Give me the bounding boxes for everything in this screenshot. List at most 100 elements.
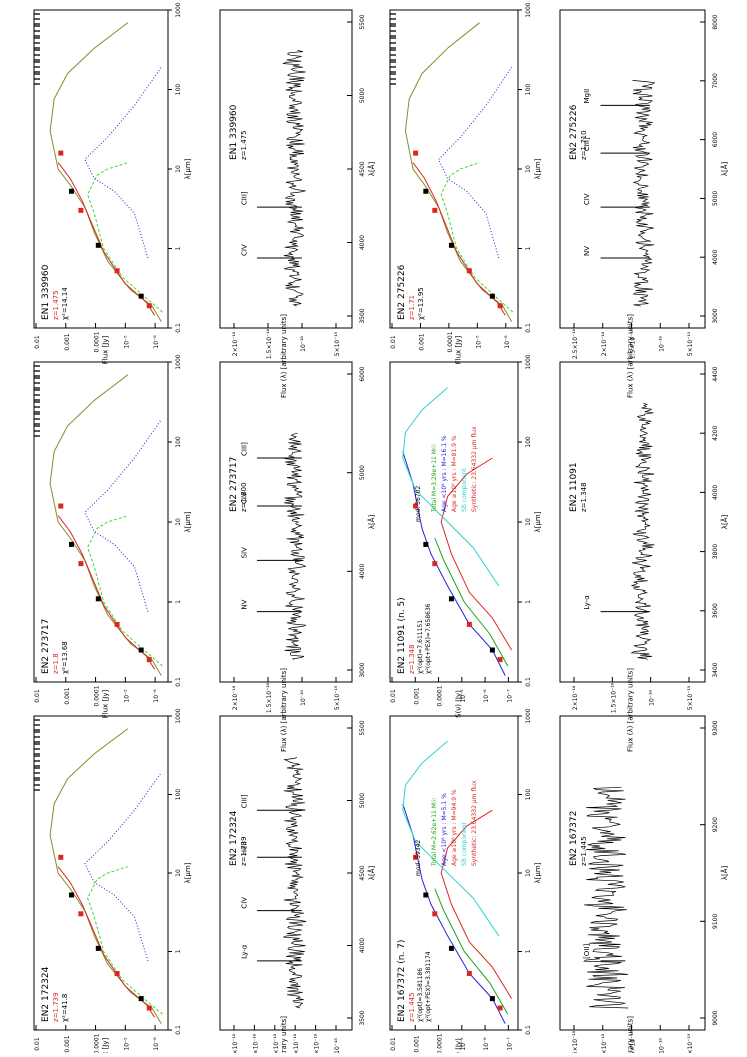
x-tick-label: 0.1 [175, 677, 182, 687]
y-tick-label: 0.0001 [94, 331, 101, 352]
redshift: z=1.445 [408, 992, 416, 1022]
data-point [69, 188, 75, 194]
data-point [489, 996, 495, 1002]
legend-entry: SB component [461, 468, 468, 512]
y-tick-label: 4×10⁻¹⁸ [273, 1033, 280, 1053]
torus-curve [84, 419, 162, 612]
line-label: HeII [240, 842, 248, 856]
stellar-curve [87, 515, 163, 667]
object-id: EN2 172324 [229, 810, 239, 866]
object-id: EN2 275226 [569, 104, 579, 160]
x-tick-label: 5000 [359, 465, 366, 480]
x-axis-label: λ[μm] [184, 862, 192, 883]
data-point [466, 268, 472, 274]
data-point [423, 188, 429, 194]
data-point [138, 293, 144, 299]
data-point [146, 1005, 152, 1011]
data-point [69, 892, 75, 898]
x-tick-label: 4000 [712, 249, 719, 264]
legend-entry: Synthetic: 23.64332 μm flux [471, 426, 478, 512]
spectrum-panel: 6×10⁻¹⁸ 5×10⁻¹⁸ 4×10⁻¹⁸ 3×10⁻¹⁸ 2×10⁻¹⁸ 10⁻¹⁸… [219, 715, 376, 1057]
total-curve [404, 22, 513, 322]
redshift: z=1.739 [240, 836, 248, 866]
y-tick-label: 0.001 [418, 333, 425, 350]
sb-curve [402, 740, 500, 937]
data-point [497, 657, 503, 663]
x-tick-label: 5000 [359, 88, 366, 103]
x-axis-label: λ[Å] [367, 515, 376, 530]
object-id: EN2 172324 [41, 966, 51, 1022]
x-tick-label: 1 [175, 949, 182, 953]
data-point [432, 207, 438, 213]
total-curve [434, 537, 509, 667]
sed-panel: 0.01 0.001 0.0001 10⁻⁵ 10⁻⁶ Flux [Jy] 0.1 1 10 10… [33, 354, 192, 719]
x-tick-label: 5000 [712, 191, 719, 206]
object-id: EN2 167372 [569, 811, 579, 866]
legend-entry: Age <10⁸ yrs : M=5.1 % [441, 793, 448, 866]
line-label: CIII] [583, 137, 591, 151]
x-tick-label: 3600 [712, 603, 719, 618]
x-tick-label: 6000 [359, 366, 366, 381]
y-axis-label: Flux [Jy] [102, 690, 110, 719]
data-point [423, 541, 429, 547]
x-tick-label: 10 [525, 165, 532, 173]
total-curve [49, 728, 162, 1024]
y-tick-label: 5×10⁻¹⁹ [687, 331, 694, 356]
x-tick-label: 4500 [359, 161, 366, 176]
data-point [78, 911, 84, 917]
data-point [95, 596, 101, 602]
data-point [95, 242, 101, 248]
y-tick-label: 10⁻¹⁸ [334, 1038, 341, 1053]
y-tick-label: 0.01 [390, 689, 397, 703]
y-tick-label: 5×10⁻¹⁹ [687, 685, 694, 710]
x-tick-label: 100 [525, 84, 532, 96]
y-tick-label: 2×10⁻¹⁸ [232, 331, 239, 356]
line-label: MgII [583, 89, 591, 104]
x-tick-label: 7000 [712, 73, 719, 88]
x-tick-label: 5500 [359, 14, 366, 29]
spectrum-trace [283, 432, 307, 661]
y-tick-label: 1.5×10⁻¹⁸ [630, 328, 637, 359]
y-tick-label: 0.01 [34, 689, 41, 703]
chi-square: χ²=13.68 [61, 641, 69, 674]
spectrum-trace [283, 756, 307, 1009]
spectrum-panel: 2×10⁻¹⁸ 1.5×10⁻¹⁸ 10⁻¹⁸ 5×10⁻¹⁹ Flux (λ) [ar… [559, 361, 729, 752]
old-curve [440, 809, 513, 999]
x-tick-label: 4200 [712, 425, 719, 440]
redshift: z=1.710 [580, 130, 588, 160]
x-tick-label: 1000 [175, 708, 182, 723]
x-tick-label: 4000 [712, 485, 719, 500]
line-label: CIV [583, 193, 591, 205]
y-axis-label: Flux [Jy] [102, 336, 110, 365]
y-tick-label: 10⁻⁶ [504, 335, 511, 349]
y-tick-label: 1.5×10⁻¹⁸ [266, 682, 273, 713]
x-tick-label: 100 [175, 84, 182, 96]
x-tick-label: 3000 [359, 662, 366, 677]
old-curve [440, 457, 513, 651]
data-point [95, 945, 101, 951]
y-tick-label: 0.01 [34, 1037, 41, 1051]
x-axis-label: λ[μm] [534, 158, 542, 179]
x-tick-label: 1000 [525, 708, 532, 723]
y-tick-label: 2×10⁻¹⁸ [601, 1033, 608, 1053]
x-tick-label: 1 [175, 246, 182, 250]
x-tick-label: 1 [525, 246, 532, 250]
panel-frame [559, 715, 706, 1031]
data-point [466, 970, 472, 976]
total-curve [49, 22, 162, 322]
data-point [114, 621, 120, 627]
y-tick-label: 10⁻⁵ [460, 1037, 467, 1051]
x-tick-label: 0.1 [525, 323, 532, 333]
y-tick-label: 10⁻⁵ [460, 689, 467, 703]
data-point [413, 854, 419, 860]
x-tick-label: 100 [175, 436, 182, 448]
y-tick-label: 10⁻⁶ [153, 335, 160, 349]
y-tick-label: 10⁻⁶ [483, 1037, 490, 1051]
y-axis-label: Flux (λ) [arbitrary units] [280, 314, 288, 398]
panel-frame [33, 715, 169, 1031]
y-tick-label: 3×10⁻¹⁸ [293, 1033, 300, 1053]
sed-panel: 0.01 0.001 0.0001 10⁻⁵ 10⁻⁶ 10⁻⁷ S(ν) (Jy) 0.1 1… [389, 354, 542, 718]
y-tick-label: 0.0001 [447, 331, 454, 352]
panel-frame [219, 361, 353, 683]
y-tick-label: 1.5×10⁻¹⁸ [630, 1030, 637, 1053]
